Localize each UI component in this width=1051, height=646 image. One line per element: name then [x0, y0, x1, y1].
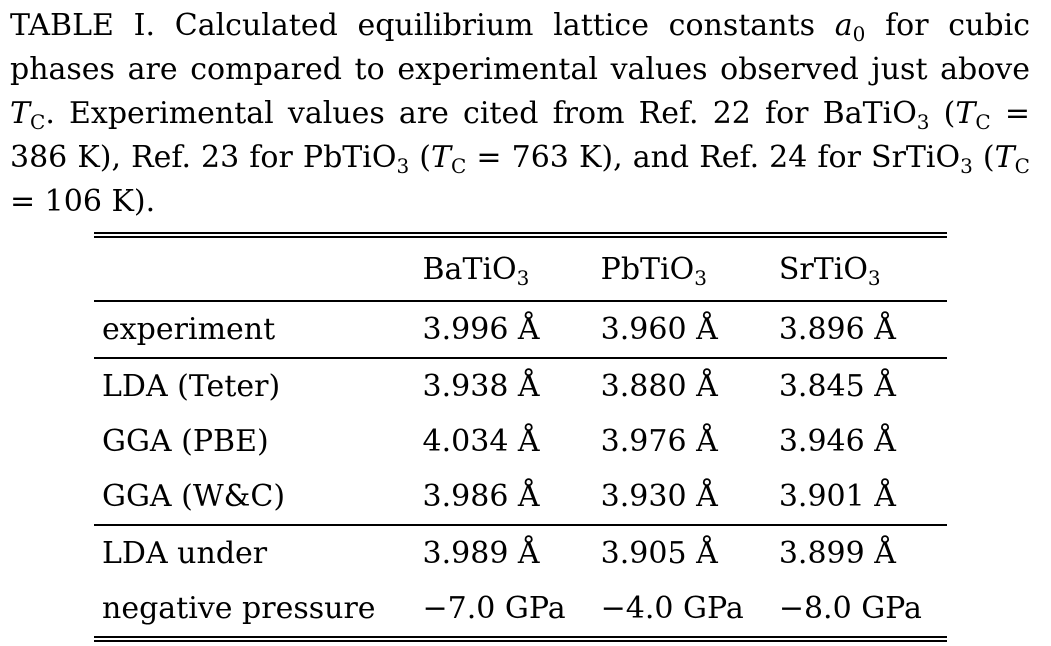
table-cell: 3.986 Å [422, 479, 540, 514]
table-cell: 3.899 Å [768, 524, 947, 581]
table-cell: −4.0 GPa [600, 591, 744, 626]
row-label: negative pressure [102, 591, 376, 626]
caption-text: for cubic phases are compared to experim… [10, 8, 1031, 87]
subscript: 3 [396, 154, 410, 178]
curie-temperature-symbol: TC [955, 96, 991, 134]
caption-text: ( [419, 140, 432, 175]
caption-text: Calculated equilibrium lattice constants [174, 8, 815, 43]
table-row: experiment 3.996 Å 3.960 Å 3.896 Å [94, 300, 947, 358]
table-cell: 3.901 Å [778, 479, 896, 514]
table-row: negative pressure −7.0 GPa −4.0 GPa −8.0… [94, 581, 947, 639]
data-table: BaTiO3 PbTiO3 SrTiO3 experiment 3.996 Å … [94, 232, 947, 642]
caption-text: . Experimental values are cited from Ref… [45, 96, 917, 131]
subscript: 3 [916, 110, 930, 134]
column-header-pbtio3: PbTiO3 [600, 251, 707, 290]
table-cell: 3.996 Å [412, 300, 591, 358]
table-cell: 3.976 Å [600, 424, 718, 459]
row-label: experiment [94, 300, 413, 358]
table-row: GGA (PBE) 4.034 Å 3.976 Å 3.946 Å [94, 414, 947, 469]
table-cell: 3.989 Å [412, 524, 591, 581]
table-cell: 3.905 Å [590, 524, 769, 581]
caption-text: ( [943, 96, 956, 131]
row-label: LDA under [94, 524, 413, 581]
table-cell: 3.880 Å [590, 357, 769, 414]
table-cell: 3.845 Å [768, 357, 947, 414]
lattice-constant-symbol: a0 [834, 8, 866, 46]
table-row: LDA (Teter) 3.938 Å 3.880 Å 3.845 Å [94, 357, 947, 414]
table-cell: 3.938 Å [412, 357, 591, 414]
table-row: GGA (W&C) 3.986 Å 3.930 Å 3.901 Å [94, 469, 947, 525]
curie-temperature-symbol: TC [994, 140, 1030, 178]
curie-temperature-symbol: TC [10, 96, 46, 134]
caption-label: TABLE I. [10, 8, 156, 43]
lattice-constants-table: BaTiO3 PbTiO3 SrTiO3 experiment 3.996 Å … [94, 232, 947, 642]
caption-text: = 106 K). [10, 184, 156, 219]
caption-text: = 386 K), Ref. 23 for PbTiO [10, 96, 1030, 175]
table-cell: 3.896 Å [768, 300, 947, 358]
row-label: GGA (PBE) [102, 424, 269, 459]
table-cell: 3.960 Å [590, 300, 769, 358]
header-empty-cell [94, 235, 413, 301]
table-header-row: BaTiO3 PbTiO3 SrTiO3 [94, 235, 947, 301]
subscript: 3 [960, 154, 973, 178]
table-row: LDA under 3.989 Å 3.905 Å 3.899 Å [94, 524, 947, 581]
table-cell: −7.0 GPa [422, 591, 566, 626]
row-label: GGA (W&C) [102, 479, 286, 514]
caption-text: = 763 K), and Ref. 24 for SrTiO [476, 140, 961, 175]
column-header-srtio3: SrTiO3 [778, 251, 881, 290]
column-header-batio3: BaTiO3 [422, 251, 530, 290]
table-cell: −8.0 GPa [778, 591, 922, 626]
table-cell: 3.930 Å [600, 479, 718, 514]
caption-text: ( [982, 140, 995, 175]
table-cell: 3.946 Å [778, 424, 896, 459]
table-cell: 4.034 Å [422, 424, 540, 459]
table-caption: TABLE I. Calculated equilibrium lattice … [10, 4, 1030, 224]
row-label: LDA (Teter) [94, 357, 413, 414]
curie-temperature-symbol: TC [431, 140, 467, 178]
